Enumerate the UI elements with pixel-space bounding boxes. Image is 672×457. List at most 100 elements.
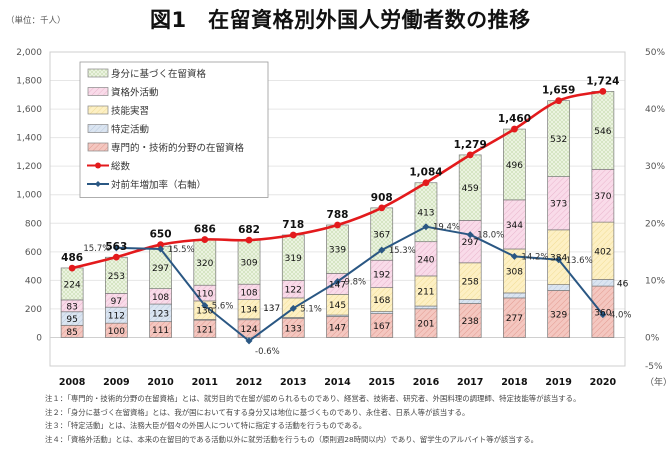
legend-item: 技能実習 — [87, 105, 149, 117]
bar-segment — [458, 299, 482, 304]
segment-label: 97 — [111, 297, 122, 307]
growth-rate-label: 15.3% — [389, 246, 416, 256]
legend-label: 資格外活動 — [111, 87, 159, 99]
y2-tick-label: 20% — [645, 219, 665, 229]
total-marker — [599, 87, 607, 95]
segment-label: 192 — [373, 270, 390, 280]
legend: 身分に基づく在留資格資格外活動技能実習特定活動専門的・技術的分野の在留資格総数対… — [79, 61, 269, 198]
y-tick-label: 1,800 — [16, 77, 42, 87]
y2-tick-label: 0% — [645, 333, 660, 343]
y2-tick-label: -5% — [645, 362, 663, 372]
y-tick-label: 200 — [25, 305, 42, 315]
segment-label: 238 — [462, 317, 479, 327]
legend-item: 専門的・技術的分野の在留資格 — [87, 142, 245, 154]
legend-label: 専門的・技術的分野の在留資格 — [111, 142, 245, 154]
legend-swatch — [87, 105, 109, 115]
legend-label: 技能実習 — [111, 105, 149, 117]
total-label: 1,460 — [498, 113, 531, 125]
segment-label: 319 — [285, 254, 302, 264]
segment-label: 329 — [550, 310, 567, 320]
y-tick-label: 1,000 — [16, 191, 42, 201]
total-label: 686 — [194, 224, 216, 236]
segment-label: 320 — [196, 259, 213, 269]
growth-rate-label: 4.0% — [610, 311, 632, 321]
y2-tick-label: 10% — [645, 276, 665, 286]
growth-rate-marker — [245, 337, 253, 345]
segment-label: 108 — [152, 293, 169, 303]
footnote-1: 注１：「専門的・技術的分野の在留資格」とは、就労目的で在留が認められるものであり… — [45, 394, 581, 403]
legend-label: 対前年増加率（右軸） — [111, 179, 206, 191]
y2-tick-label: 30% — [645, 162, 665, 172]
segment-label: 413 — [417, 209, 434, 219]
segment-label: 258 — [462, 278, 479, 288]
y-tick-label: 600 — [25, 248, 42, 258]
segment-label: 309 — [240, 259, 257, 269]
growth-rate-marker — [466, 231, 474, 239]
y-tick-label: 800 — [25, 219, 42, 229]
growth-rate-label: 18.0% — [477, 231, 504, 241]
segment-label: 108 — [240, 288, 257, 298]
total-label: 1,279 — [454, 139, 487, 151]
growth-rate-marker — [157, 245, 165, 253]
legend-marker — [95, 181, 101, 187]
y-tick-label: 1,200 — [16, 162, 42, 172]
x-tick-label: 2011 — [192, 377, 218, 388]
legend-label: 特定活動 — [111, 124, 149, 136]
total-marker — [334, 221, 341, 229]
x-tick-label: 2014 — [324, 377, 351, 388]
growth-rate-label: 5.1% — [300, 304, 322, 314]
legend-label: 身分に基づく在留資格 — [111, 68, 207, 80]
segment-label: 124 — [240, 325, 257, 335]
segment-label: 134 — [240, 306, 257, 316]
segment-label: 167 — [373, 322, 390, 332]
segment-label: 532 — [550, 135, 567, 145]
total-marker — [112, 253, 120, 261]
growth-rate-marker — [201, 301, 209, 309]
segment-label: 112 — [108, 312, 125, 322]
segment-label: 100 — [108, 327, 125, 337]
segment-label: 297 — [152, 264, 169, 274]
segment-label: 402 — [594, 247, 611, 257]
legend-item: 資格外活動 — [87, 87, 159, 99]
segment-label: 308 — [506, 267, 523, 277]
growth-rate-marker — [422, 223, 430, 231]
bar-segment — [414, 305, 438, 310]
legend-item: 対前年増加率（右軸） — [87, 179, 206, 191]
total-marker — [68, 264, 76, 272]
total-label: 1,724 — [586, 75, 619, 87]
growth-rate-label: 13.6% — [566, 256, 593, 266]
bar-segment — [503, 292, 526, 299]
segment-label: 339 — [329, 246, 346, 256]
segment-label: 83 — [66, 302, 77, 312]
footnotes: 注１：「専門的・技術的分野の在留資格」とは、就労目的で在留が認められるものであり… — [45, 392, 580, 446]
legend-item: 総数 — [87, 161, 131, 173]
x-axis: 2008 2009 2010 2011 2012 2013 2014 2015 2016 2017… — [59, 376, 672, 388]
segment-label: 360 — [594, 308, 611, 318]
growth-rate-marker — [555, 256, 563, 264]
y-tick-label: 1,400 — [16, 134, 42, 144]
segment-label: 133 — [285, 324, 302, 334]
bar-segment — [547, 284, 571, 291]
segment-label: 137 — [263, 304, 280, 314]
chart-title: 図1 在留資格別外国人労働者数の推移 — [150, 8, 531, 32]
segment-label: 85 — [66, 328, 77, 338]
growth-rate-label: 9.8% — [345, 278, 367, 288]
legend-swatch — [87, 87, 109, 96]
growth-rate-marker — [599, 311, 607, 319]
growth-rate-marker — [510, 252, 518, 260]
data-labels: 85 95 83 224 100 112 97 253 111 123 108 297 121 130 11… — [61, 75, 631, 356]
segment-label: 240 — [417, 255, 434, 265]
segment-label: 145 — [329, 301, 346, 311]
segment-label: 211 — [417, 287, 434, 297]
legend-item: 特定活動 — [87, 124, 149, 136]
segment-label: 121 — [196, 325, 213, 335]
segment-label: 496 — [506, 161, 523, 171]
y2-tick-label: 50% — [645, 48, 665, 58]
segment-label: 201 — [417, 320, 434, 330]
y2-tick-label: 40% — [645, 105, 665, 115]
legend-item: 身分に基づく在留資格 — [87, 68, 207, 80]
x-tick-label: 2010 — [147, 377, 174, 388]
legend-swatch — [87, 142, 109, 152]
segment-label: 46 — [617, 279, 629, 289]
segment-label: 370 — [594, 192, 611, 202]
